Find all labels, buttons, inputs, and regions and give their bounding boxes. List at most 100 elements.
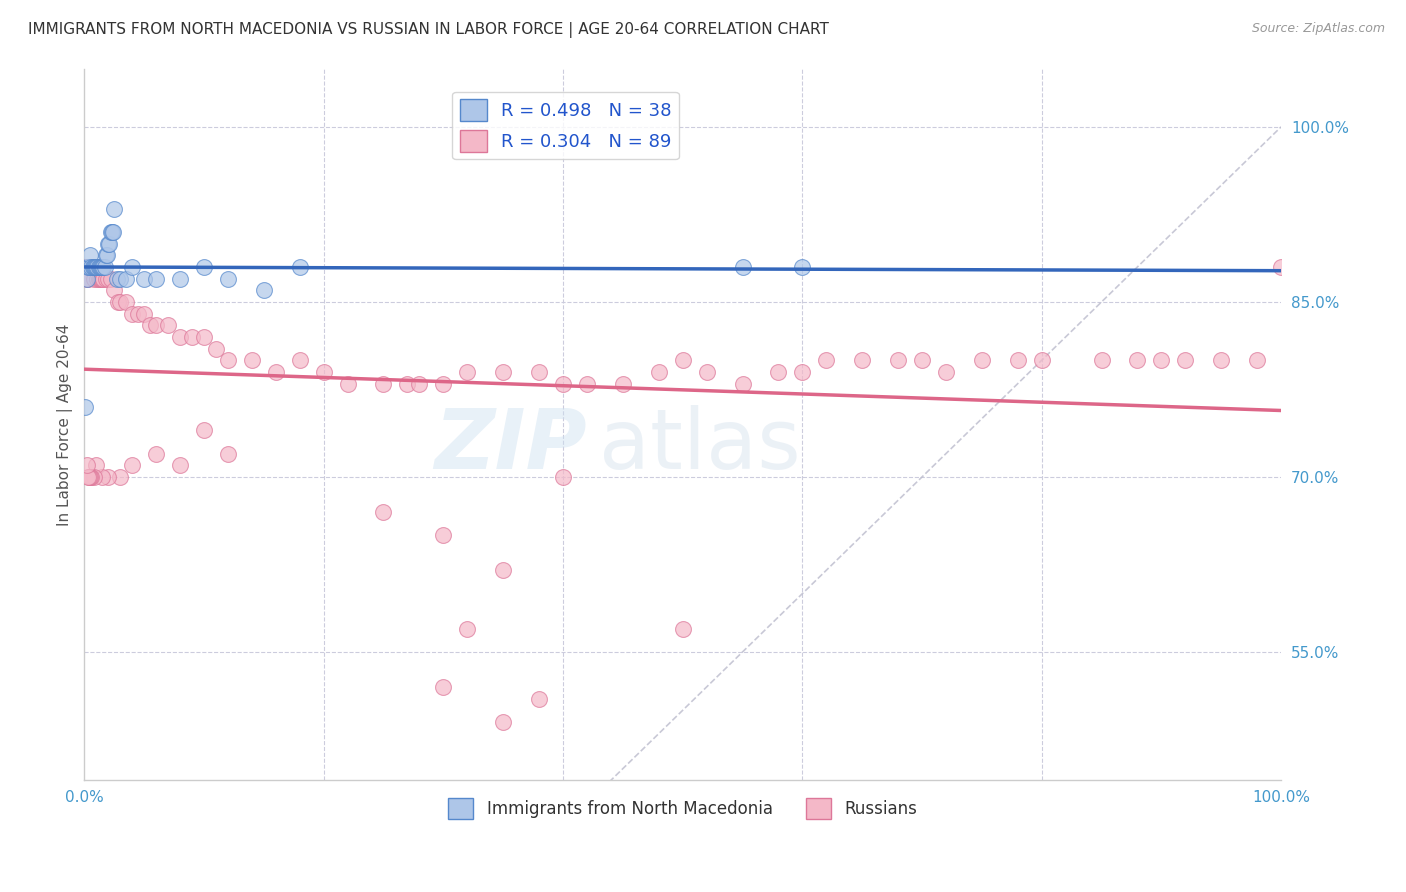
Russians xyxy=(575,376,598,391)
Text: ZIP: ZIP xyxy=(434,405,586,486)
Russians xyxy=(373,505,395,519)
Russians xyxy=(82,260,104,274)
Russians xyxy=(97,470,120,484)
Immigrants from North Macedonia xyxy=(193,260,215,274)
Russians xyxy=(193,423,215,437)
Immigrants from North Macedonia xyxy=(84,260,107,274)
Russians xyxy=(1174,353,1197,368)
Immigrants from North Macedonia xyxy=(731,260,754,274)
Immigrants from North Macedonia xyxy=(79,248,101,262)
Immigrants from North Macedonia xyxy=(98,236,121,251)
Russians xyxy=(169,330,191,344)
Immigrants from North Macedonia xyxy=(80,260,103,274)
Immigrants from North Macedonia xyxy=(169,271,191,285)
Text: IMMIGRANTS FROM NORTH MACEDONIA VS RUSSIAN IN LABOR FORCE | AGE 20-64 CORRELATIO: IMMIGRANTS FROM NORTH MACEDONIA VS RUSSI… xyxy=(28,22,830,38)
Russians xyxy=(127,307,149,321)
Immigrants from North Macedonia xyxy=(145,271,167,285)
Russians xyxy=(1031,353,1053,368)
Immigrants from North Macedonia xyxy=(100,225,122,239)
Russians xyxy=(408,376,430,391)
Russians xyxy=(90,271,112,285)
Russians xyxy=(121,307,143,321)
Russians xyxy=(181,330,204,344)
Russians xyxy=(75,260,97,274)
Immigrants from North Macedonia xyxy=(96,248,118,262)
Russians xyxy=(217,353,239,368)
Immigrants from North Macedonia xyxy=(83,260,105,274)
Russians xyxy=(205,342,228,356)
Russians xyxy=(107,294,129,309)
Immigrants from North Macedonia xyxy=(253,283,276,297)
Russians xyxy=(288,353,311,368)
Russians xyxy=(93,271,115,285)
Immigrants from North Macedonia xyxy=(84,260,107,274)
Immigrants from North Macedonia xyxy=(89,260,111,274)
Immigrants from North Macedonia xyxy=(97,236,120,251)
Immigrants from North Macedonia xyxy=(121,260,143,274)
Russians xyxy=(83,271,105,285)
Immigrants from North Macedonia xyxy=(77,260,100,274)
Russians xyxy=(103,283,125,297)
Russians xyxy=(911,353,934,368)
Russians xyxy=(157,318,180,333)
Russians xyxy=(91,271,114,285)
Russians xyxy=(1007,353,1029,368)
Russians xyxy=(1150,353,1173,368)
Russians xyxy=(240,353,263,368)
Russians xyxy=(115,294,138,309)
Russians xyxy=(76,271,98,285)
Russians xyxy=(551,376,574,391)
Immigrants from North Macedonia xyxy=(91,260,114,274)
Legend: Immigrants from North Macedonia, Russians: Immigrants from North Macedonia, Russian… xyxy=(441,792,924,825)
Immigrants from North Macedonia xyxy=(77,260,100,274)
Russians xyxy=(89,271,111,285)
Russians xyxy=(312,365,335,379)
Russians xyxy=(492,365,515,379)
Immigrants from North Macedonia xyxy=(93,260,115,274)
Russians xyxy=(792,365,814,379)
Russians xyxy=(1246,353,1268,368)
Russians xyxy=(77,260,100,274)
Immigrants from North Macedonia xyxy=(86,260,108,274)
Russians xyxy=(139,318,162,333)
Russians xyxy=(432,376,454,391)
Russians xyxy=(80,470,103,484)
Immigrants from North Macedonia xyxy=(792,260,814,274)
Russians xyxy=(145,318,167,333)
Russians xyxy=(551,470,574,484)
Russians xyxy=(336,376,359,391)
Russians xyxy=(970,353,993,368)
Russians xyxy=(83,470,105,484)
Text: atlas: atlas xyxy=(599,405,800,486)
Russians xyxy=(84,458,107,473)
Immigrants from North Macedonia xyxy=(75,400,97,414)
Immigrants from North Macedonia xyxy=(94,248,117,262)
Russians xyxy=(100,271,122,285)
Russians xyxy=(672,622,695,636)
Immigrants from North Macedonia xyxy=(108,271,131,285)
Russians xyxy=(217,446,239,460)
Russians xyxy=(108,294,131,309)
Russians xyxy=(935,365,957,379)
Russians xyxy=(77,470,100,484)
Russians xyxy=(169,458,191,473)
Russians xyxy=(1126,353,1149,368)
Russians xyxy=(91,470,114,484)
Immigrants from North Macedonia xyxy=(288,260,311,274)
Immigrants from North Macedonia xyxy=(90,260,112,274)
Russians xyxy=(432,680,454,694)
Russians xyxy=(264,365,287,379)
Russians xyxy=(1211,353,1233,368)
Russians xyxy=(815,353,838,368)
Immigrants from North Macedonia xyxy=(134,271,156,285)
Russians xyxy=(492,563,515,577)
Russians xyxy=(527,691,550,706)
Russians xyxy=(134,307,156,321)
Russians xyxy=(456,622,478,636)
Russians xyxy=(396,376,419,391)
Immigrants from North Macedonia xyxy=(87,260,110,274)
Immigrants from North Macedonia xyxy=(76,271,98,285)
Immigrants from North Macedonia xyxy=(82,260,104,274)
Russians xyxy=(80,260,103,274)
Russians xyxy=(373,376,395,391)
